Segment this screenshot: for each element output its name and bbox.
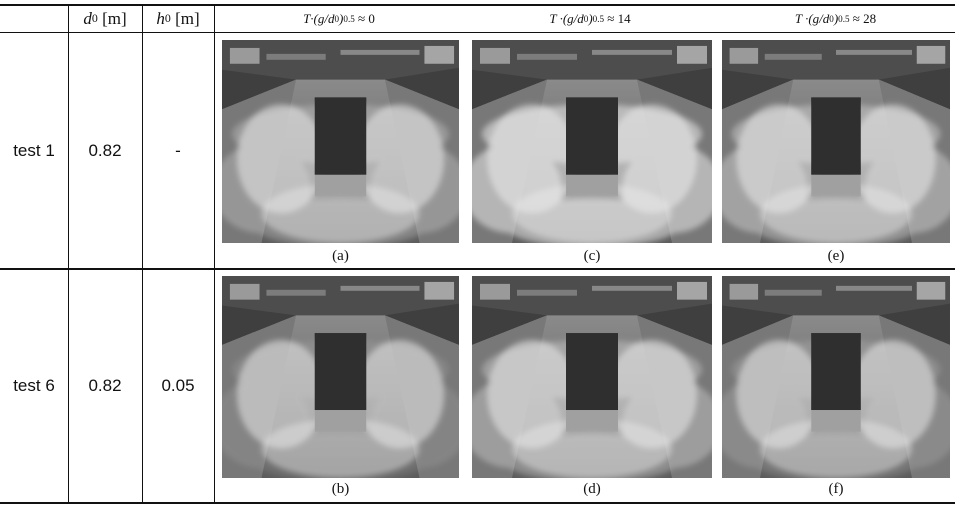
rule-bottom (0, 502, 955, 504)
h0-value: 0.05 (142, 270, 214, 502)
block (811, 97, 860, 174)
superscript: 0.5 (838, 14, 849, 24)
lead: T·(g/d (303, 11, 334, 27)
superscript: 0.5 (343, 14, 354, 24)
superscript: 0.5 (593, 14, 604, 24)
photo (472, 40, 712, 243)
page: d0 [m] h0 [m] T·(g/d0)0.5 ≈ 0 T ·(g/d0)0… (0, 0, 955, 506)
subscript: 0 (165, 11, 171, 26)
block (566, 333, 618, 410)
panel-caption: (f) (722, 481, 950, 498)
panel-caption: (b) (222, 481, 459, 498)
block (315, 97, 366, 174)
lead: T ·(g/d (549, 11, 583, 27)
symbol: d (83, 9, 92, 29)
d0-value: 0.82 (68, 33, 142, 268)
unit: [m] (175, 9, 200, 29)
block (811, 333, 860, 410)
panel-caption: (e) (722, 248, 950, 265)
relation: ≈ 0 (358, 11, 375, 27)
subscript: 0 (92, 11, 98, 26)
d0-value: 0.82 (68, 270, 142, 502)
panel-caption: (c) (472, 248, 712, 265)
row-label: test 1 (0, 33, 68, 268)
photo (472, 276, 712, 478)
photo (722, 276, 950, 478)
relation: ≈ 28 (853, 11, 876, 27)
photo (722, 40, 950, 243)
col-rule (214, 5, 215, 503)
unit: [m] (102, 9, 127, 29)
relation: ≈ 14 (607, 11, 630, 27)
panel-caption: (d) (472, 481, 712, 498)
lead: T ·(g/d (795, 11, 829, 27)
photo (222, 276, 459, 478)
block (315, 333, 366, 410)
panel-caption: (a) (222, 248, 459, 265)
photo (222, 40, 459, 243)
row-label: test 6 (0, 270, 68, 502)
block (566, 97, 618, 174)
h0-value: - (142, 33, 214, 268)
symbol: h (156, 9, 165, 29)
